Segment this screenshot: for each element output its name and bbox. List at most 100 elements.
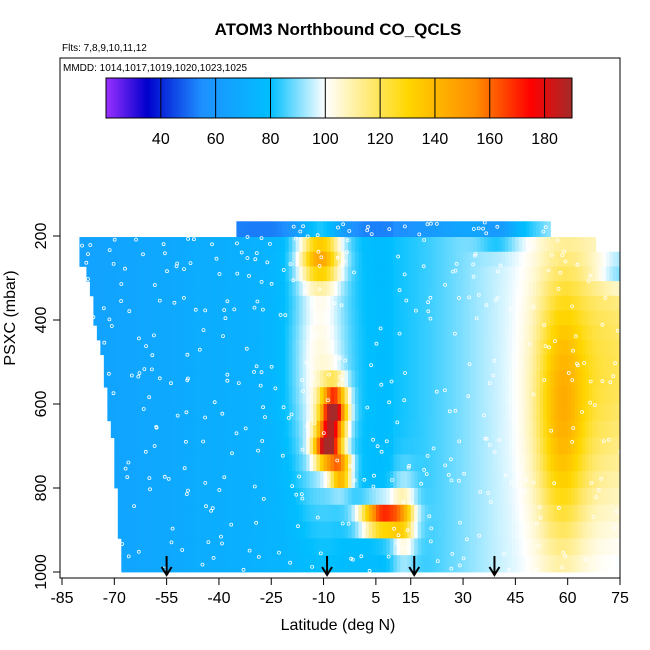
field-cell [212,311,216,326]
field-cell [362,454,366,471]
field-cell [93,252,97,267]
field-cell [215,266,219,281]
field-cell [561,370,565,387]
field-cell [348,471,352,488]
field-cell [390,325,394,340]
field-cell [243,454,247,471]
field-cell [582,421,586,438]
field-cell [240,311,244,326]
field-cell [320,488,324,505]
field-cell [351,488,355,505]
field-cell [351,221,355,237]
field-cell [195,266,199,281]
field-cell [411,311,415,326]
field-cell [250,237,254,252]
field-cell [334,522,338,539]
field-cell [606,438,610,455]
field-cell [540,311,544,326]
field-cell [463,404,467,421]
field-cell [543,438,547,455]
field-cell [543,266,547,281]
field-cell [289,355,293,371]
field-cell [181,538,185,555]
field-cell [505,370,509,387]
field-cell [439,370,443,387]
field-cell [132,421,136,438]
field-cell [418,454,422,471]
field-cell [128,355,132,371]
field-cell [491,355,495,371]
field-cell [393,281,397,296]
field-cell [407,221,411,237]
field-cell [170,471,174,488]
field-cell [425,370,429,387]
field-cell [348,311,352,326]
field-cell [331,421,335,438]
field-cell [205,555,209,572]
field-cell [160,538,164,555]
field-cell [494,266,498,281]
field-cell [160,281,164,296]
field-cell [271,438,275,455]
field-cell [303,538,307,555]
field-cell [289,438,293,455]
field-cell [261,538,265,555]
field-cell [446,296,450,311]
field-cell [310,355,314,371]
field-cell [215,438,219,455]
field-cell [627,355,631,371]
field-cell [435,404,439,421]
field-cell [508,438,512,455]
field-cell [571,311,575,326]
field-cell [100,266,104,281]
field-cell [383,555,387,572]
field-cell [623,522,627,539]
field-cell [432,325,436,340]
field-cell [540,340,544,355]
field-cell [226,266,230,281]
field-cell [358,421,362,438]
field-cell [536,252,540,267]
field-cell [243,488,247,505]
field-cell [299,555,303,572]
field-cell [411,404,415,421]
field-cell [268,311,272,326]
field-cell [393,237,397,252]
field-cell [411,488,415,505]
field-cell [463,522,467,539]
field-cell [344,438,348,455]
field-cell [383,454,387,471]
field-cell [589,421,593,438]
field-cell [198,538,202,555]
field-cell [327,438,331,455]
field-cell [250,488,254,505]
field-cell [160,522,164,539]
field-cell [379,538,383,555]
field-cell [421,505,425,522]
field-cell [142,266,146,281]
field-cell [142,421,146,438]
field-cell [386,221,390,237]
field-cell [547,355,551,371]
field-cell [543,471,547,488]
field-cell [418,311,422,326]
field-cell [484,266,488,281]
field-cell [348,438,352,455]
field-cell [522,555,526,572]
field-cell [571,340,575,355]
field-cell [163,311,167,326]
field-cell [596,387,600,404]
field-cell [407,421,411,438]
field-cell [404,471,408,488]
field-cell [407,281,411,296]
field-cell [428,266,432,281]
field-cell [418,252,422,267]
field-cell [285,266,289,281]
field-cell [324,404,328,421]
field-cell [515,421,519,438]
field-cell [603,404,607,421]
field-cell [160,311,164,326]
colorbar-tick-label: 160 [476,131,503,148]
sample-point [623,497,626,500]
field-cell [212,370,216,387]
